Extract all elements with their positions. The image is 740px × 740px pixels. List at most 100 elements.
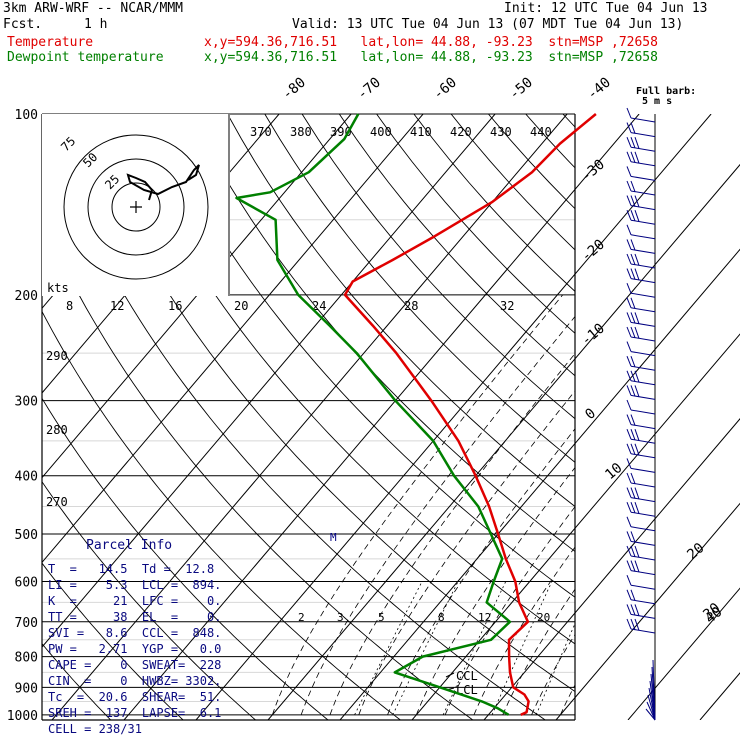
wind-barb-flag: [634, 560, 640, 573]
dry-adiabat: [227, 114, 575, 508]
wind-barb-flag: [626, 414, 632, 425]
wind-barb-flag: [630, 531, 636, 543]
parcel-row: PW = 2.71 YGP = 0.0: [48, 642, 222, 656]
wind-barb-flag: [634, 268, 640, 281]
moist-adiabat: [416, 466, 575, 715]
wind-barb-flag: [626, 516, 632, 527]
isotherm-line: [339, 248, 740, 720]
wind-barb: [630, 584, 656, 590]
wind-barb-flag: [630, 618, 636, 630]
wind-barb-flag: [630, 195, 636, 207]
wind-barb-flag: [630, 560, 636, 572]
wind-barb-flag: [626, 604, 632, 615]
hodograph-ring: [87, 158, 185, 256]
wind-barb-flag: [630, 429, 636, 441]
temperature-line: [343, 113, 597, 716]
hodograph-unit-label: kts: [47, 281, 69, 295]
wind-barb-flag: [630, 370, 636, 382]
theta-label: 440: [530, 125, 552, 139]
theta-label: 410: [410, 125, 432, 139]
wind-barb-flag: [626, 472, 632, 484]
wind-barb-flag: [630, 137, 636, 149]
theta-label: 420: [450, 125, 472, 139]
hodograph-speed-label: 24: [312, 299, 326, 313]
wind-barb-flag: [626, 618, 632, 630]
wind-barb-flag: [626, 341, 632, 352]
parcel-row: T = 14.5 Td = 12.8: [48, 562, 215, 576]
parcel-info-title: Parcel Info: [86, 538, 173, 553]
forecast-hour: 1 h: [84, 17, 108, 32]
moist-adiabat: [531, 633, 575, 715]
wind-barb-flag: [634, 210, 640, 222]
wind-barb-flag: [630, 487, 636, 499]
temperature-legend-info: x,y=594.36,716.51 lat,lon= 44.88, -93.23…: [204, 35, 658, 50]
pressure-tick-label: 200: [15, 289, 38, 304]
wind-barb-flag: [630, 589, 636, 601]
wind-barb-flag: [626, 443, 632, 454]
mixing-ratio-line: [491, 581, 553, 715]
hodograph-speed-label: 28: [404, 299, 418, 313]
wind-barb-flag: [626, 268, 632, 279]
wind-barb-flag: [626, 502, 632, 513]
model-title: 3km ARW-WRF -- NCAR/MMM: [3, 1, 184, 16]
moist-adiabat: [704, 295, 740, 715]
wind-barb-flag: [634, 253, 640, 266]
isotherm-line: [483, 418, 740, 720]
hodograph-speed-label: 16: [168, 299, 182, 313]
pressure-tick-label: 100: [15, 108, 38, 123]
wind-barb-flag: [630, 239, 636, 251]
pressure-tick-label: 900: [15, 681, 38, 696]
isotherm-line: [195, 114, 712, 720]
dry-adiabat: [42, 397, 329, 720]
wind-barb-flag: [634, 429, 640, 441]
dry-adiabat: [42, 480, 256, 720]
wind-barb-flag: [634, 545, 640, 558]
dry-adiabat: [42, 642, 112, 720]
mixing-ratio-line: [354, 581, 423, 715]
theta-label: 270: [46, 495, 68, 509]
isotherm-line: [123, 114, 640, 720]
parcel-row: TT = 38 EL = 0.: [48, 610, 222, 624]
moist-adiabat: [473, 546, 575, 715]
theta-label: 430: [490, 125, 512, 139]
wind-barb-flag: [630, 268, 636, 280]
dry-adiabat: [376, 114, 575, 334]
wind-barb-flag: [626, 326, 632, 338]
wind-barb-flag: [634, 137, 640, 149]
wind-barb-flag: [630, 312, 636, 324]
dry-adiabat: [638, 114, 740, 720]
wind-barb-flag: [630, 472, 636, 484]
dry-adiabat: [42, 217, 474, 720]
theta-label: 400: [370, 125, 392, 139]
wind-barb-flag: [630, 326, 636, 338]
low-level-wind-barb: [647, 694, 656, 721]
parcel-row: SREH = 137 LAPSE= 6.1: [48, 706, 222, 720]
wind-barb-flag: [630, 151, 636, 163]
wind-barb-flag: [634, 443, 640, 456]
pressure-tick-label: 1000: [7, 709, 38, 724]
ccl-label: CCL: [456, 669, 478, 683]
wind-barb-flag: [626, 589, 632, 600]
isotherm-label: 10: [602, 460, 625, 483]
dry-adiabat: [264, 114, 575, 463]
isotherm-label: 20: [684, 540, 707, 563]
wind-barb-flag: [626, 487, 632, 498]
wind-barb-flag: [626, 531, 632, 542]
wind-barb-flag: [626, 385, 632, 396]
wind-barb-flag: [634, 151, 640, 164]
dry-adiabat: [675, 114, 740, 720]
isotherm-line: [627, 587, 740, 720]
parcel-row: CELL = 238/31: [48, 722, 142, 736]
wind-barb-flag: [630, 502, 636, 514]
wind-barb-flag: [626, 545, 632, 557]
mixing-ratio-line: [442, 581, 507, 715]
wind-barb: [630, 234, 656, 240]
wind-barb-flag: [626, 137, 632, 148]
wind-barb-flag: [626, 166, 632, 177]
wind-barb-flag: [626, 107, 632, 119]
isotherm-line: [42, 114, 424, 564]
wind-barb-flag: [634, 502, 640, 514]
isotherm-line: [411, 333, 740, 720]
